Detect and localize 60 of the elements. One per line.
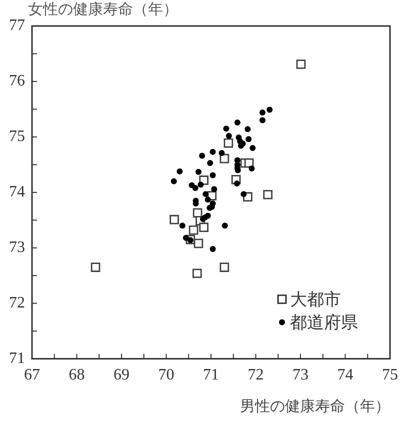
point bbox=[220, 262, 230, 272]
point bbox=[263, 190, 272, 200]
x-axis-title: 男性の健康寿命（年） bbox=[240, 398, 390, 415]
point bbox=[226, 132, 232, 139]
point bbox=[188, 225, 198, 235]
point bbox=[202, 191, 209, 198]
point bbox=[211, 186, 218, 192]
x-tick-label: 75 bbox=[382, 366, 398, 384]
point bbox=[198, 182, 204, 188]
y-tick-label: 76 bbox=[9, 72, 25, 90]
point bbox=[248, 166, 255, 172]
y-tick-label: 77 bbox=[9, 17, 25, 34]
point bbox=[182, 234, 189, 241]
point bbox=[250, 145, 256, 152]
point bbox=[246, 136, 252, 142]
y-tick-label: 73 bbox=[9, 239, 25, 256]
x-tick-label: 67 bbox=[24, 366, 40, 384]
point bbox=[222, 222, 228, 229]
point bbox=[210, 246, 216, 252]
legend-label: 大都市 bbox=[290, 290, 341, 309]
x-tick-label: 74 bbox=[337, 366, 354, 384]
point bbox=[259, 110, 266, 116]
point bbox=[218, 150, 225, 156]
point bbox=[240, 191, 247, 198]
legend-label: 都道府県 bbox=[290, 312, 358, 332]
point bbox=[234, 120, 240, 126]
point bbox=[207, 160, 214, 166]
point bbox=[210, 172, 216, 178]
y-tick-label: 72 bbox=[9, 294, 25, 312]
point bbox=[199, 152, 206, 159]
point bbox=[223, 126, 230, 132]
y-tick-label: 75 bbox=[9, 128, 25, 146]
point bbox=[194, 238, 204, 248]
point bbox=[170, 178, 177, 184]
x-tick-label: 70 bbox=[158, 366, 174, 384]
point bbox=[199, 222, 208, 232]
point bbox=[244, 126, 251, 132]
point bbox=[204, 196, 211, 203]
point bbox=[210, 148, 216, 155]
point bbox=[234, 180, 240, 187]
point bbox=[192, 184, 198, 191]
point bbox=[192, 268, 202, 278]
point bbox=[200, 216, 206, 222]
x-tick-label: 72 bbox=[248, 366, 264, 384]
y-axis-title: 女性の健康寿命（年） bbox=[28, 0, 178, 18]
y-tick-label: 71 bbox=[9, 350, 25, 368]
point bbox=[170, 214, 179, 224]
point bbox=[266, 106, 273, 113]
point bbox=[195, 168, 202, 175]
x-tick-label: 73 bbox=[292, 366, 308, 384]
point bbox=[224, 138, 234, 148]
y-tick-label: 74 bbox=[9, 184, 25, 201]
point bbox=[176, 168, 183, 174]
x-tick-label: 68 bbox=[68, 366, 85, 384]
point bbox=[179, 222, 186, 229]
point bbox=[296, 60, 306, 69]
point bbox=[90, 262, 100, 272]
point bbox=[259, 117, 266, 124]
x-tick-label: 71 bbox=[203, 366, 219, 384]
x-tick-label: 69 bbox=[114, 366, 130, 384]
